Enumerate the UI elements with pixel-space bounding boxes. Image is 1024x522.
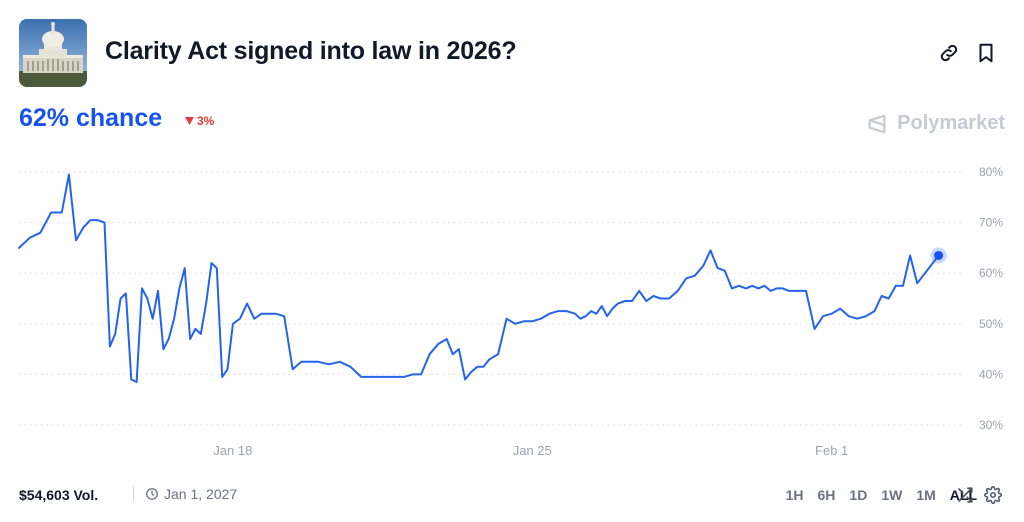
- range-button-1w[interactable]: 1W: [881, 487, 903, 503]
- down-triangle-icon: [185, 117, 194, 125]
- time-range-selector: 1H 6H 1D 1W 1M ALL: [772, 487, 977, 503]
- brand-name: Polymarket: [897, 112, 1005, 134]
- x-tick-label: Jan 18: [213, 443, 252, 458]
- chance-label: 62% chance: [19, 104, 163, 132]
- delta-value: 3%: [197, 114, 215, 128]
- link-icon[interactable]: [938, 42, 960, 64]
- polymarket-icon: [868, 114, 886, 133]
- market-title: Clarity Act signed into law in 2026?: [105, 37, 517, 65]
- current-point: [934, 250, 944, 260]
- y-tick-label: 30%: [979, 418, 1003, 432]
- y-tick-label: 80%: [979, 165, 1003, 179]
- polymarket-logo: Polymarket: [866, 112, 1005, 135]
- range-button-all[interactable]: ALL: [949, 487, 977, 503]
- end-date: Jan 1, 2027: [145, 486, 237, 502]
- volume-label: $54,603 Vol.: [19, 487, 99, 503]
- capitol-building-image: [19, 19, 87, 87]
- series-line: [18, 173, 940, 383]
- y-tick-label: 60%: [979, 266, 1003, 280]
- chance-row: 62% chance 3% Polymarket: [19, 104, 1007, 136]
- end-date-label: Jan 1, 2027: [164, 486, 238, 502]
- bookmark-icon[interactable]: [975, 42, 997, 64]
- range-button-6h[interactable]: 6H: [817, 487, 836, 503]
- chart-footer: $54,603 Vol. Jan 1, 2027 1H 6H 1D 1W 1M ALL: [19, 484, 1007, 506]
- range-button-1m[interactable]: 1M: [916, 487, 936, 503]
- x-tick-label: Feb 1: [815, 443, 848, 458]
- range-button-1d[interactable]: 1D: [849, 487, 868, 503]
- clock-icon: [146, 488, 158, 500]
- divider: [133, 487, 134, 501]
- market-header: Clarity Act signed into law in 2026?: [19, 19, 1007, 87]
- y-tick-label: 40%: [979, 367, 1003, 381]
- gear-icon[interactable]: [984, 486, 1002, 504]
- price-chart[interactable]: 80% 70% 60% 50% 40% 30% Jan 18 Jan 25 Feb 1: [0, 150, 1024, 470]
- x-tick-label: Jan 25: [513, 443, 552, 458]
- range-button-1h[interactable]: 1H: [785, 487, 804, 503]
- y-tick-label: 70%: [979, 216, 1003, 230]
- delta-badge: 3%: [185, 114, 214, 128]
- shuffle-icon[interactable]: [956, 486, 974, 504]
- y-tick-label: 50%: [979, 317, 1003, 331]
